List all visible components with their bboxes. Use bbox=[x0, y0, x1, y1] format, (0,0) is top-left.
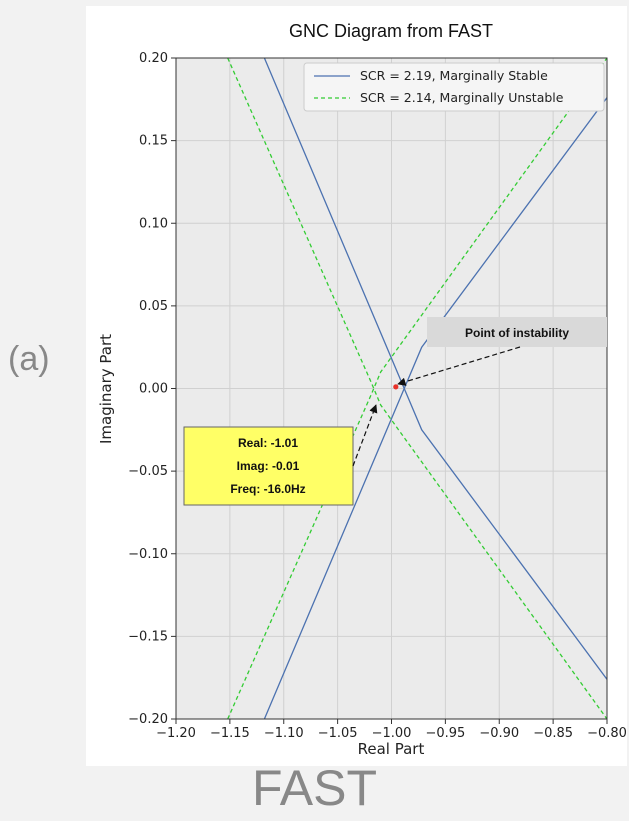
chart-title: GNC Diagram from FAST bbox=[289, 21, 493, 41]
x-tick-label: −1.20 bbox=[156, 726, 196, 741]
y-tick-label: −0.20 bbox=[128, 712, 168, 727]
series-line-1 bbox=[227, 58, 607, 719]
y-tick-label: −0.15 bbox=[128, 629, 168, 644]
legend-label-stable: SCR = 2.19, Marginally Stable bbox=[360, 68, 548, 83]
y-tick-label: −0.05 bbox=[128, 464, 168, 479]
x-tick-label: −1.15 bbox=[210, 726, 250, 741]
ticks: −1.20 −1.15 −1.10 −1.05 −1.00 −0.95 −0.90 −0.85… bbox=[128, 51, 627, 741]
y-tick-label: 0.15 bbox=[139, 134, 168, 149]
x-tick-label: −0.90 bbox=[479, 726, 519, 741]
instability-label-box bbox=[427, 317, 607, 347]
annotation-readout: Real: -1.01 Imag: -0.01 Freq: -16.0Hz bbox=[183, 404, 378, 506]
instability-label: Point of instability bbox=[465, 326, 569, 340]
y-axis-label: Imaginary Part bbox=[97, 334, 115, 444]
x-tick-label: −0.80 bbox=[587, 726, 627, 741]
x-tick-label: −0.85 bbox=[533, 726, 573, 741]
series-line-0 bbox=[263, 58, 607, 680]
series-layer bbox=[227, 58, 607, 719]
x-tick-label: −1.00 bbox=[372, 726, 412, 741]
x-axis-label: Real Part bbox=[358, 740, 425, 758]
y-tick-label: 0.05 bbox=[139, 299, 168, 314]
annotation-instability: Point of instability bbox=[397, 317, 607, 386]
y-tick-label: 0.20 bbox=[139, 51, 168, 66]
panel-label: (a) bbox=[8, 340, 50, 378]
readout-box bbox=[183, 426, 354, 506]
series-line-0 bbox=[263, 97, 607, 719]
readout-freq: Freq: -16.0Hz bbox=[230, 482, 305, 496]
readout-arrow bbox=[352, 404, 378, 467]
instability-point-marker bbox=[393, 384, 399, 390]
y-tick-label: −0.10 bbox=[128, 547, 168, 562]
readout-imag: Imag: -0.01 bbox=[237, 459, 300, 473]
y-tick-label: 0.00 bbox=[139, 382, 168, 397]
instability-arrow bbox=[397, 346, 521, 386]
figure-caption: FAST bbox=[251, 760, 378, 816]
x-tick-label: −0.95 bbox=[425, 726, 465, 741]
series-line-1 bbox=[227, 58, 607, 719]
legend-label-unstable: SCR = 2.14, Marginally Unstable bbox=[360, 90, 564, 105]
y-tick-label: 0.10 bbox=[139, 216, 168, 231]
readout-real: Real: -1.01 bbox=[238, 436, 298, 450]
x-tick-label: −1.05 bbox=[318, 726, 358, 741]
legend: SCR = 2.19, Marginally Stable SCR = 2.14… bbox=[303, 62, 605, 112]
x-tick-label: −1.10 bbox=[264, 726, 304, 741]
legend-box bbox=[303, 62, 605, 112]
